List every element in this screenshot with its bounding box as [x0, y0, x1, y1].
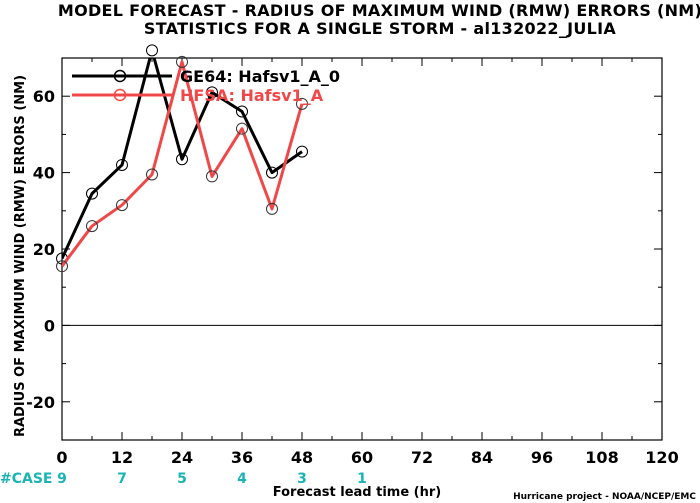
series-1-point [206, 86, 218, 99]
series-1-point [146, 44, 158, 57]
y-tick-label: 40 [33, 164, 55, 183]
case-count: 3 [297, 471, 307, 487]
y-tick-label: 60 [33, 87, 55, 106]
series-2-point [206, 170, 218, 183]
x-tick-label: 0 [56, 448, 67, 467]
series-2-point [176, 55, 188, 68]
series-2-point [116, 199, 128, 212]
case-count: 4 [237, 471, 247, 487]
chart-title: MODEL FORECAST - RADIUS OF MAXIMUM WIND … [58, 1, 700, 20]
x-tick-label: 48 [291, 448, 313, 467]
series-1-line [62, 58, 303, 260]
y-tick-label: 0 [44, 316, 55, 335]
plot-area: 0 12 24 36 48 60 72 84 96 108 120 -20 0 20 40 60 GE64: H… [26, 44, 679, 487]
series-1-group [62, 58, 303, 260]
series-2-point [56, 260, 68, 273]
series-2-point [146, 168, 158, 181]
y-tick-label: 20 [33, 240, 55, 259]
case-count: 1 [357, 471, 367, 487]
x-tick-label: 120 [645, 448, 678, 467]
x-axis-label: Forecast lead time (hr) [273, 485, 441, 500]
legend-marker [113, 88, 127, 102]
series-1-point [116, 158, 128, 171]
case-count: 9 [57, 471, 67, 487]
x-tick-label: 60 [351, 448, 373, 467]
legend-label: HFSA: Hafsv1_A [180, 86, 324, 105]
series-2-line [62, 60, 304, 268]
case-count: 5 [177, 471, 187, 487]
credit-text: Hurricane project - NOAA/NCEP/EMC [513, 492, 696, 502]
series-1-point [266, 166, 278, 179]
series-1-point [236, 105, 248, 118]
legend-label: GE64: Hafsv1_A_0 [180, 67, 340, 86]
x-tick-label: 84 [471, 448, 493, 467]
legend-marker [113, 69, 127, 83]
x-tick-label: 96 [531, 448, 553, 467]
chart-subtitle: STATISTICS FOR A SINGLE STORM - al132022… [144, 19, 617, 38]
series-1-point [86, 187, 98, 200]
x-tick-label: 36 [231, 448, 253, 467]
x-tick-label: 24 [171, 448, 193, 467]
case-label: #CASE [0, 471, 53, 487]
x-tick-label: 12 [111, 448, 133, 467]
series-2-point [296, 97, 308, 110]
x-tick-label: 108 [585, 448, 618, 467]
series-1-point [176, 153, 188, 166]
plot-frame [61, 57, 663, 441]
y-axis-label: RADIUS OF MAXIMUM WIND (RMW) ERRORS (NM) [13, 75, 28, 437]
series-2-point [266, 202, 278, 215]
case-count: 7 [117, 471, 127, 487]
series-1-point [296, 145, 308, 158]
series-2-point [236, 122, 248, 135]
series-2-point [86, 220, 98, 233]
y-tick-label: -20 [26, 393, 55, 412]
x-tick-label: 72 [411, 448, 433, 467]
series-2-group [62, 60, 304, 268]
